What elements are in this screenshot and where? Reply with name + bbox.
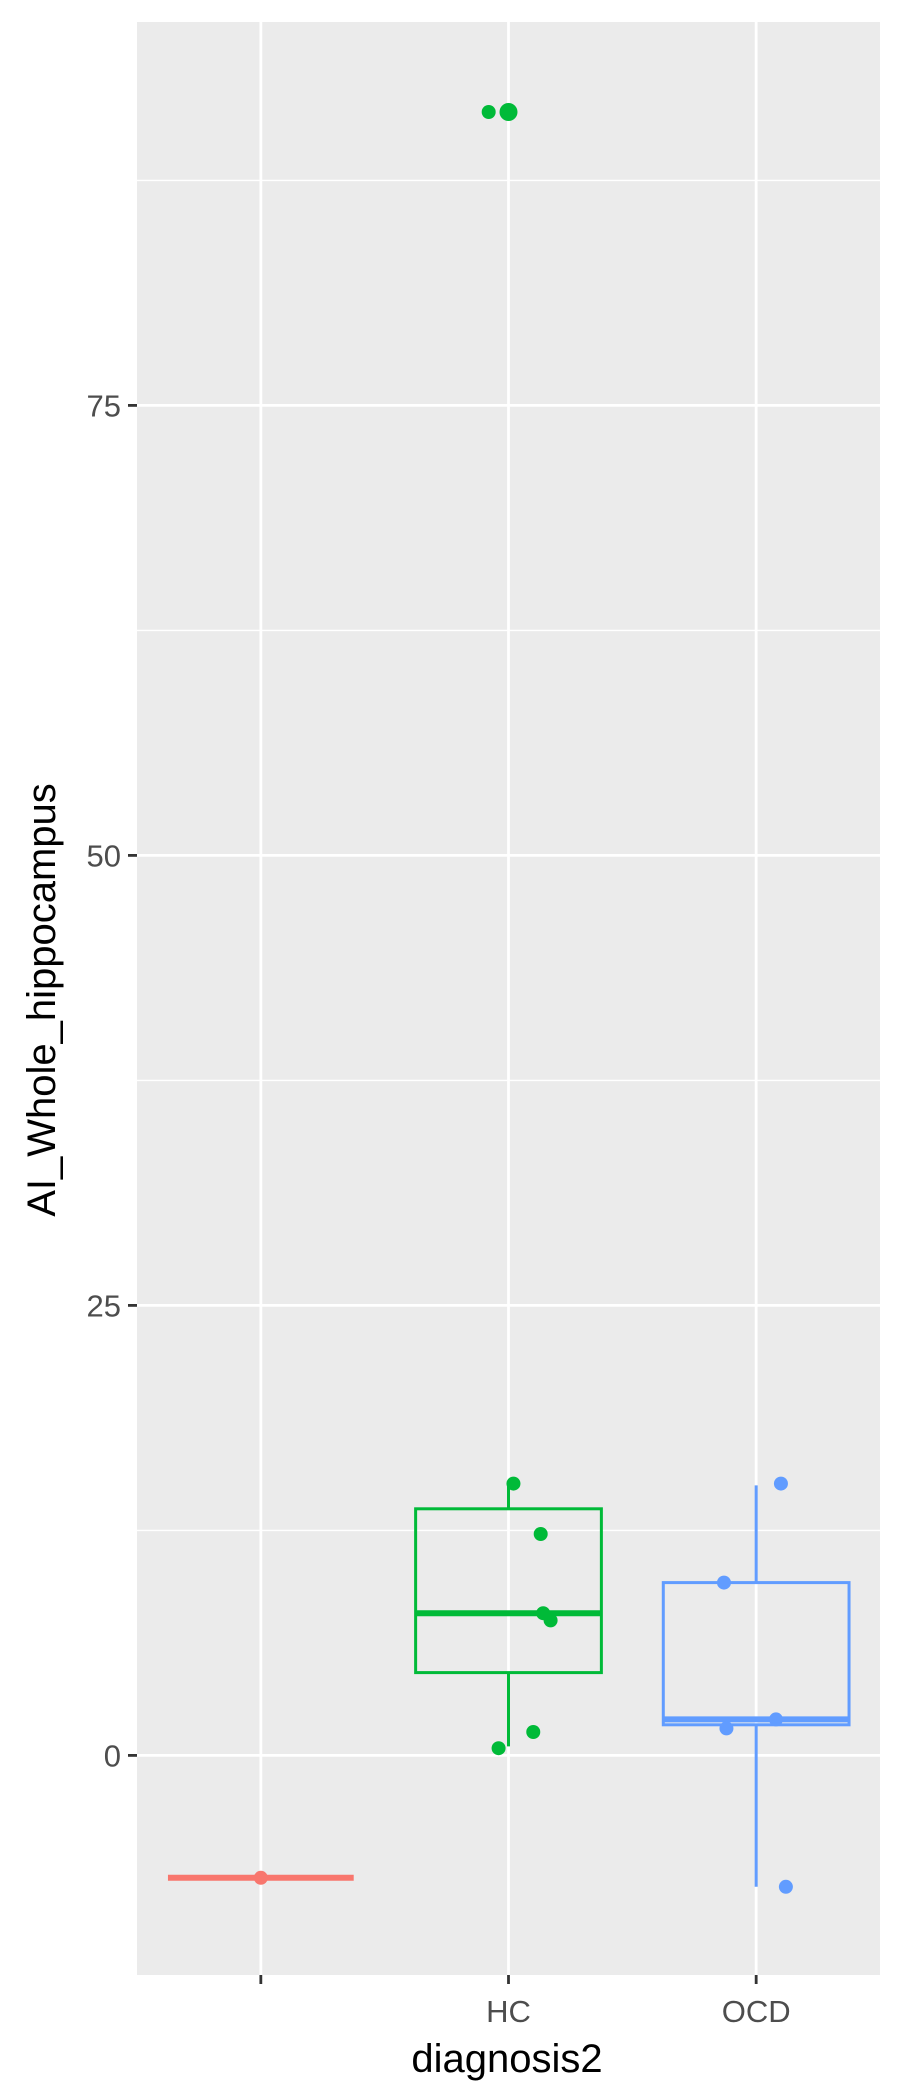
data-point bbox=[253, 1870, 268, 1885]
box-iqr bbox=[661, 1581, 851, 1727]
y-axis: 0 25 50 75 bbox=[87, 388, 137, 1773]
box-OCD bbox=[661, 1485, 851, 1887]
data-point bbox=[491, 1741, 506, 1756]
boxplot-boxes bbox=[167, 1481, 851, 1887]
data-point bbox=[719, 1721, 734, 1736]
y-axis-title: AI_Whole_hippocampus bbox=[20, 783, 64, 1217]
outlier-point bbox=[499, 103, 518, 121]
x-axis: HC OCD bbox=[259, 1975, 791, 2029]
y-tick-label: 25 bbox=[87, 1288, 121, 1323]
x-axis-title: diagnosis2 bbox=[411, 2037, 602, 2081]
x-tick-label: OCD bbox=[722, 1994, 791, 2029]
data-point bbox=[533, 1527, 548, 1541]
data-point bbox=[481, 105, 496, 119]
box-iqr bbox=[414, 1507, 603, 1675]
data-points bbox=[253, 103, 793, 1894]
data-point bbox=[543, 1613, 558, 1628]
y-tick-label: 0 bbox=[104, 1738, 121, 1773]
y-tick-label: 50 bbox=[87, 838, 121, 873]
data-point bbox=[526, 1725, 541, 1739]
data-point bbox=[773, 1476, 788, 1491]
data-point bbox=[716, 1575, 731, 1590]
data-point bbox=[506, 1476, 521, 1491]
box-HC bbox=[414, 1481, 603, 1747]
major-gridlines bbox=[137, 22, 880, 1975]
y-tick-label: 75 bbox=[87, 388, 121, 423]
data-point bbox=[778, 1879, 793, 1894]
data-point bbox=[768, 1712, 783, 1727]
x-tick-label: HC bbox=[486, 1994, 531, 2029]
